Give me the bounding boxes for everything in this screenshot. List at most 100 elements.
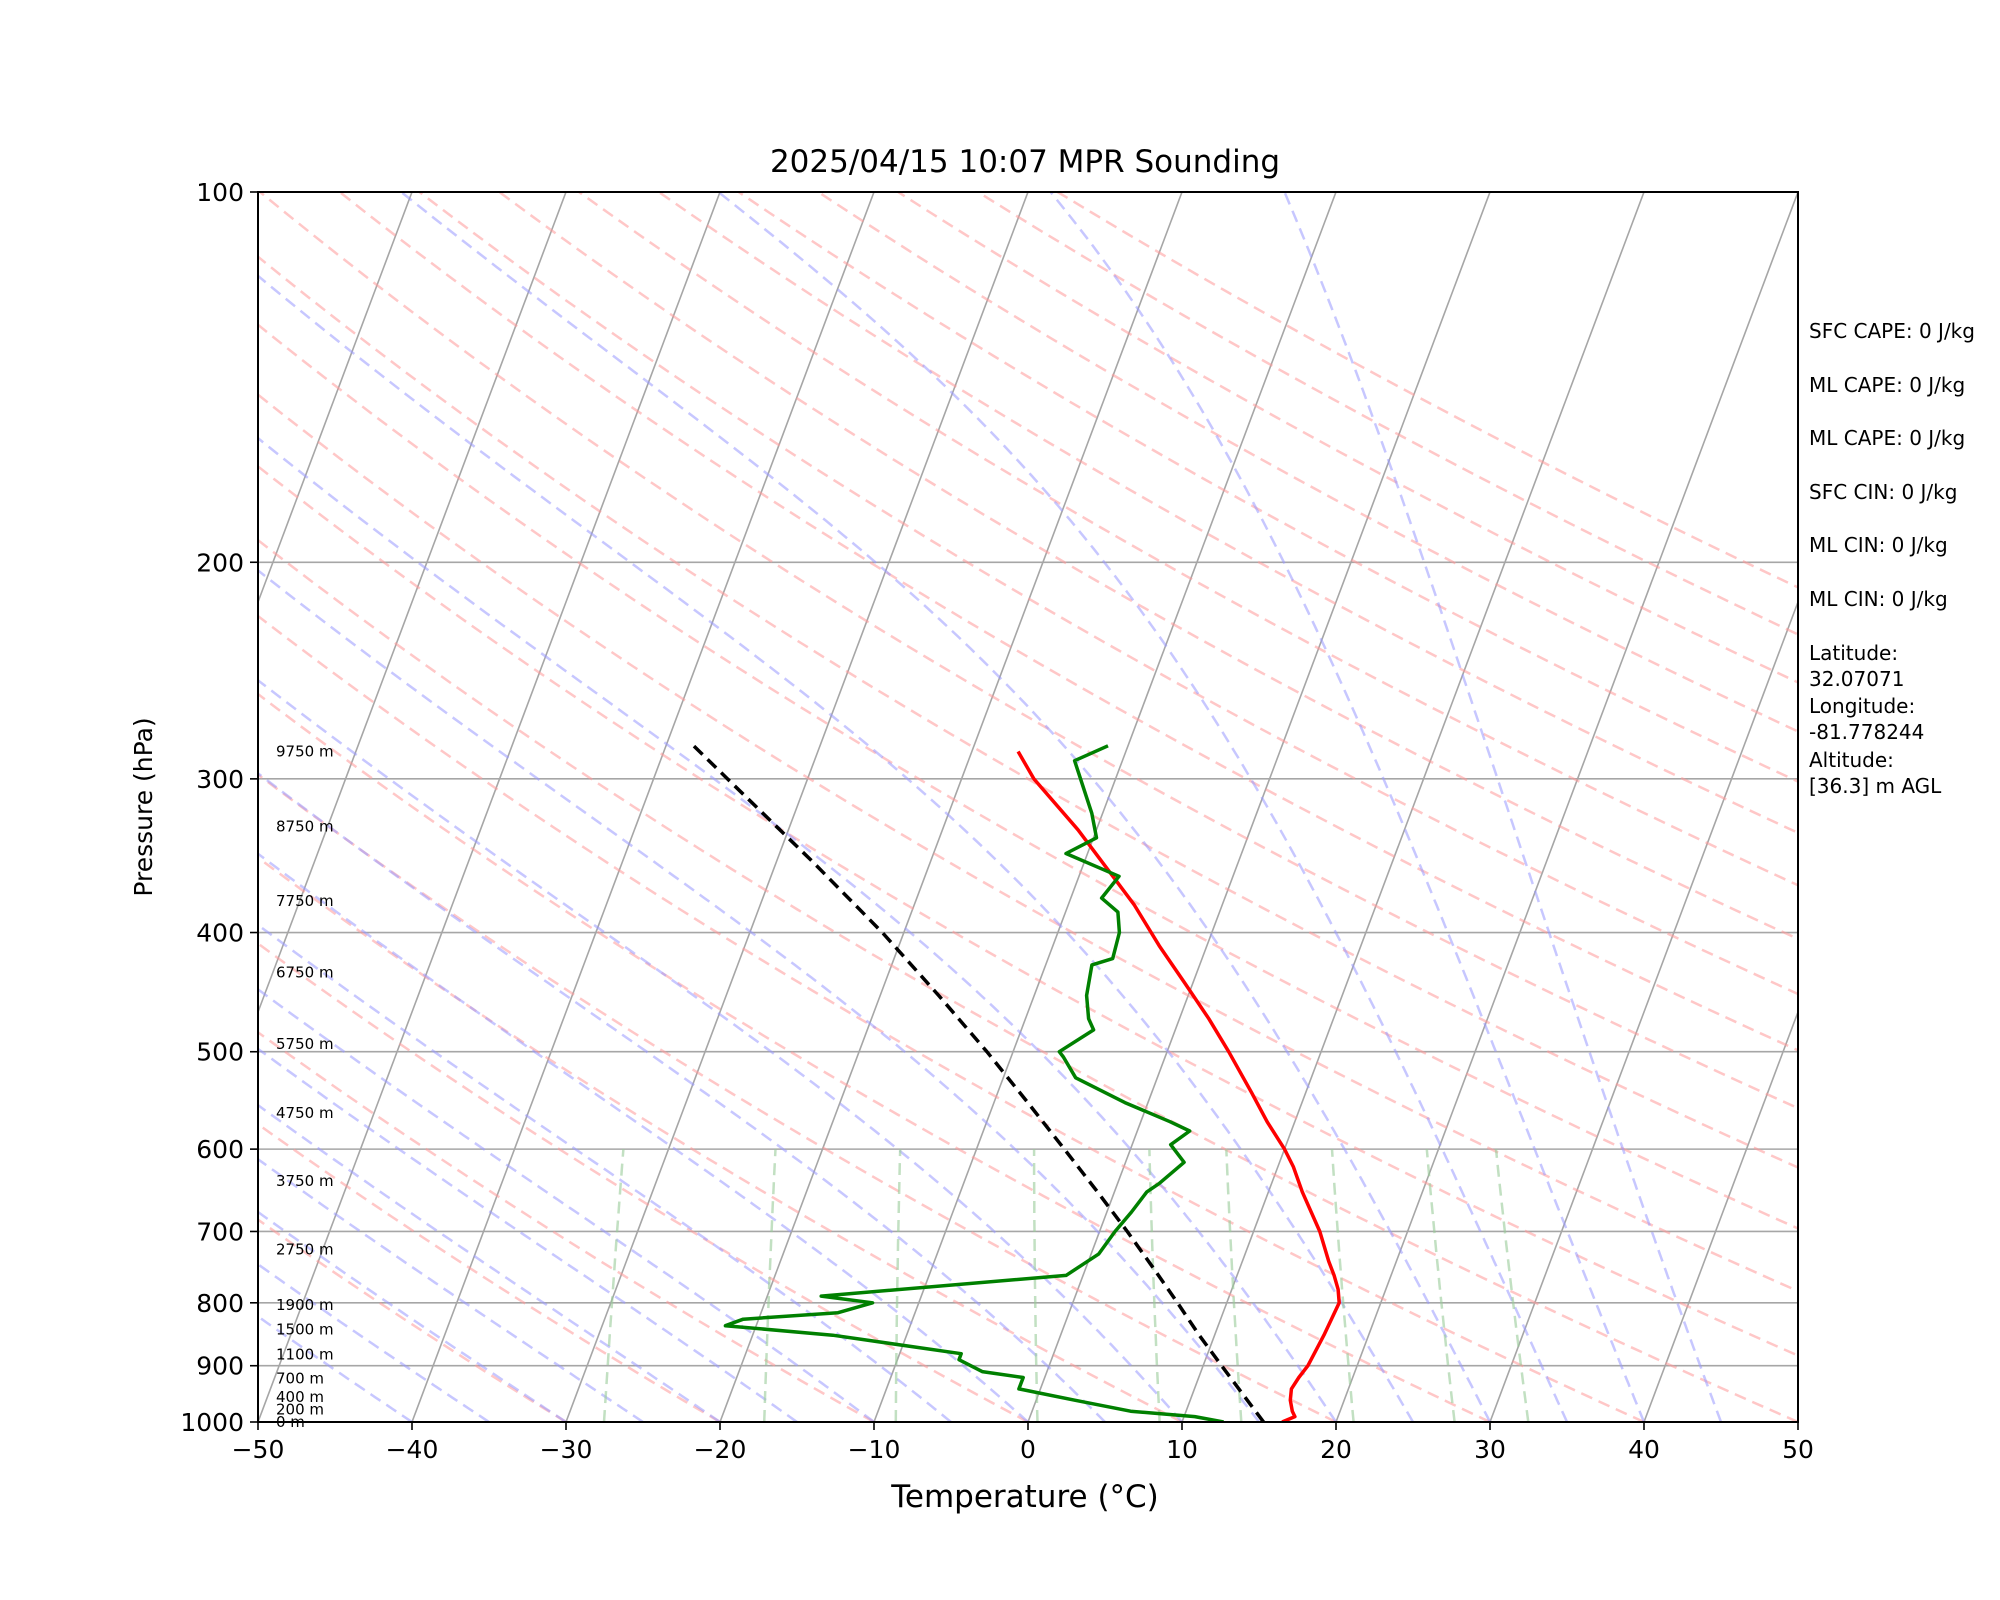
x-tick-label: −40	[386, 1435, 439, 1464]
height-label: 9750 m	[276, 742, 334, 760]
isotherm-line	[1335, 192, 1798, 1422]
isotherm-line	[1489, 599, 1798, 1422]
y-axis-label: Pressure (hPa)	[129, 717, 158, 896]
side-panel-line: Altitude:	[1809, 747, 1894, 772]
moist-adiabat-line	[258, 987, 875, 1422]
y-tick-label: 900	[196, 1352, 244, 1381]
y-tick-label: 700	[196, 1217, 244, 1246]
x-tick-label: −30	[540, 1435, 593, 1464]
x-tick-label: 50	[1782, 1435, 1814, 1464]
height-label: 8750 m	[276, 818, 334, 836]
mixing-ratio-line	[1225, 1149, 1243, 1422]
mixing-ratio-line	[762, 1149, 777, 1422]
dry-adiabat-line	[258, 323, 1798, 1230]
dry-adiabat-line	[258, 255, 1798, 1169]
x-tick-label: 10	[1166, 1435, 1198, 1464]
moist-adiabat-line	[258, 1314, 413, 1422]
mixing-ratio-line	[894, 1149, 902, 1422]
isotherm-line	[1181, 192, 1645, 1422]
background-lines	[258, 192, 1798, 1422]
moist-adiabat-line	[258, 678, 1183, 1422]
isotherm-line	[258, 192, 721, 1422]
moist-adiabat-line	[258, 1210, 567, 1422]
x-tick-label: −20	[694, 1435, 747, 1464]
isotherm-line	[873, 192, 1337, 1422]
y-tick-label: 500	[196, 1038, 244, 1067]
isotherm-line	[719, 192, 1183, 1422]
side-panel-line: ML CAPE: 0 J/kg	[1809, 372, 1966, 397]
dry-adiabat-line	[658, 192, 1798, 835]
isotherm-line	[258, 192, 567, 1015]
side-panel-entry: ML CAPE: 0 J/kg	[1809, 425, 1965, 451]
dry-adiabat-line	[258, 614, 1645, 1422]
dry-adiabat-line	[897, 192, 1798, 684]
x-tick-label: −50	[232, 1435, 285, 1464]
side-panel-line: ML CIN: 0 J/kg	[1809, 587, 1948, 611]
mixing-ratio-line	[1330, 1149, 1355, 1422]
side-panel-entry: Latitude: 32.07071	[1809, 640, 1904, 692]
side-panel-line: SFC CAPE: 0 J/kg	[1809, 319, 1975, 343]
moist-adiabat-line	[1283, 192, 1723, 1422]
y-tick-label: 200	[196, 548, 244, 577]
dry-adiabat-line	[817, 192, 1798, 733]
dry-adiabat-line	[258, 1030, 875, 1422]
height-label: 7750 m	[276, 892, 334, 910]
dry-adiabat-line	[258, 538, 1798, 1422]
side-panel-line: [36.3] m AGL	[1809, 773, 1942, 798]
height-label: 400 m	[276, 1388, 324, 1406]
dry-adiabat-line	[259, 192, 1798, 1110]
moist-adiabat-line	[1049, 192, 1646, 1422]
moist-adiabat-line	[258, 771, 1106, 1422]
moist-adiabat-line	[258, 274, 1415, 1422]
mixing-ratio-line	[602, 1148, 625, 1422]
height-label: 5750 m	[276, 1035, 334, 1053]
isotherm-line	[565, 192, 1029, 1422]
side-panel-line: Longitude:	[1809, 694, 1916, 719]
moist-adiabat-line	[258, 852, 1029, 1422]
y-tick-label: 300	[196, 765, 244, 794]
side-panel-line: SFC CIN: 0 J/kg	[1809, 479, 1958, 504]
mixing-ratio-line	[1148, 1149, 1161, 1422]
height-label: 1500 m	[276, 1320, 334, 1338]
dry-adiabat-line	[258, 856, 1183, 1422]
dry-adiabat-line	[258, 464, 1798, 1357]
dry-adiabat-line	[338, 192, 1798, 1052]
moist-adiabat-line	[258, 1157, 644, 1422]
isotherm-line	[1027, 192, 1491, 1422]
x-tick-label: −10	[848, 1435, 901, 1464]
sounding-traces	[692, 744, 1341, 1422]
side-panel-line: Latitude:	[1809, 640, 1899, 665]
moist-adiabat-line	[258, 1103, 721, 1422]
height-label: 3750 m	[276, 1172, 334, 1190]
chart-title: 2025/04/15 10:07 MPR Sounding	[770, 144, 1280, 180]
y-tick-label: 1000	[180, 1408, 244, 1437]
y-tick-label: 400	[196, 919, 244, 948]
y-tick-label: 100	[196, 178, 244, 207]
side-panel-line: -81.778244	[1809, 720, 1925, 745]
height-label: 6750 m	[276, 963, 334, 981]
moist-adiabat-line	[717, 192, 1569, 1422]
dry-adiabat-line	[737, 192, 1798, 783]
x-tick-label: 20	[1320, 1435, 1352, 1464]
mixing-ratio-line	[1032, 1149, 1039, 1422]
side-panel-entry: Longitude: -81.778244	[1809, 693, 1924, 745]
dry-adiabat-line	[258, 393, 1798, 1293]
x-tick-label: 0	[1020, 1435, 1036, 1464]
side-panel-entry: SFC CIN: 0 J/kg	[1809, 479, 1957, 505]
side-panel-entry: ML CIN: 0 J/kg	[1809, 586, 1948, 612]
height-label: 1900 m	[276, 1296, 334, 1314]
x-tick-label: 30	[1474, 1435, 1506, 1464]
side-panel-entry: Altitude: [36.3] m AGL	[1809, 747, 1941, 799]
y-tick-label: 600	[196, 1135, 244, 1164]
mixing-ratio-line	[1494, 1148, 1530, 1422]
isotherm-line	[258, 192, 413, 605]
height-label: 2750 m	[276, 1240, 334, 1258]
side-panel-line: ML CIN: 0 J/kg	[1809, 533, 1948, 558]
height-label: 700 m	[276, 1370, 324, 1388]
x-axis: −50 −40 −30 −20 −10 0 10 20 30 40 50	[232, 1422, 1814, 1464]
mixing-ratio-line	[1425, 1148, 1456, 1422]
side-panel-entry: ML CIN: 0 J/kg	[1809, 532, 1948, 558]
side-panel-line: ML CAPE: 0 J/kg	[1809, 426, 1966, 451]
